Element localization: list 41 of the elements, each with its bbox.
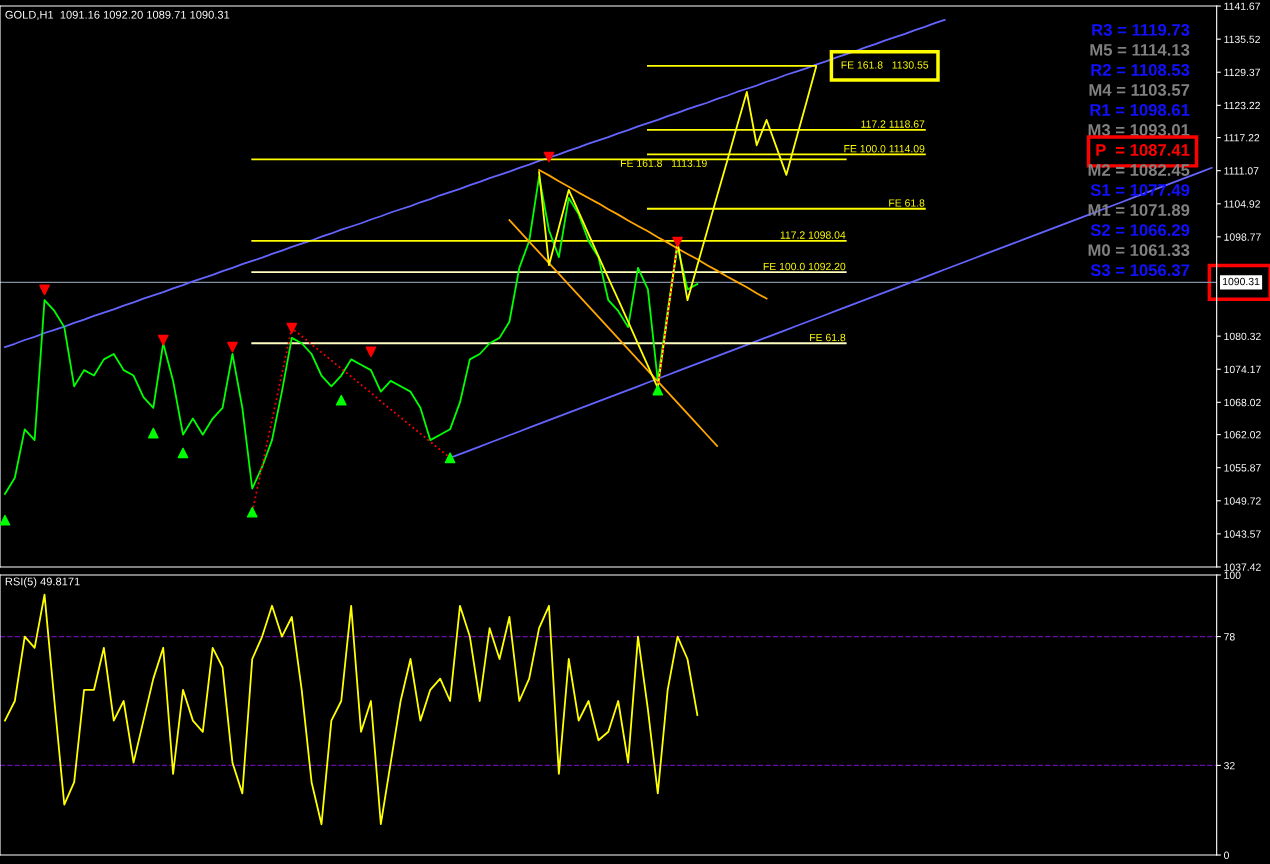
y-tick-label: 1080.32 <box>1224 332 1261 341</box>
annotation: FE 161.8 1113.19 <box>621 159 707 167</box>
annotation: M4 = 1103.57 <box>1089 84 1190 96</box>
annotation: S2 = 1066.29 <box>1090 224 1190 237</box>
annotation: 117.2 1098.04 <box>780 231 846 239</box>
annotation: FE 161.8 1130.55 <box>841 61 929 69</box>
chart-title: RSI(5) 49.8171 <box>5 577 80 588</box>
annotation: M0 = 1061.33 <box>1088 244 1190 257</box>
y-tick-label: 1062.02 <box>1224 431 1261 439</box>
y-tick-label: 1104.92 <box>1224 200 1260 208</box>
y-tick-label: 32 <box>1224 761 1235 770</box>
y-tick-label: 78 <box>1224 633 1235 641</box>
y-tick-label: 1098.77 <box>1224 233 1261 241</box>
annotation: FE 100.0 1092.20 <box>763 262 846 271</box>
y-tick-label: 1049.72 <box>1224 497 1261 505</box>
y-tick-label: 1123.22 <box>1224 101 1260 110</box>
y-tick-label: 100 <box>1224 571 1241 579</box>
annotation: P = 1087.41 <box>1096 144 1190 156</box>
ref-line-label: 1090.31 <box>1223 277 1260 286</box>
y-tick-label: 0 <box>1224 851 1229 859</box>
annotation: R1 = 1098.61 <box>1090 104 1190 116</box>
y-tick-label: 1141.67 <box>1224 2 1260 10</box>
annotation: FE 100.0 1114.09 <box>844 145 925 153</box>
y-tick-label: 1117.22 <box>1224 134 1260 142</box>
annotation: FE 61.8 <box>889 199 925 207</box>
annotation: FE 61.8 <box>810 333 846 342</box>
annotation: R2 = 1108.53 <box>1091 64 1190 76</box>
y-tick-label: 1129.37 <box>1224 68 1260 77</box>
y-tick-label: 1043.57 <box>1224 530 1261 538</box>
annotation: M5 = 1114.13 <box>1090 43 1190 56</box>
y-tick-label: 1055.87 <box>1224 464 1261 472</box>
y-tick-label: 1135.52 <box>1224 35 1260 44</box>
y-tick-label: 1074.17 <box>1224 365 1261 374</box>
y-tick-label: 1037.42 <box>1224 563 1261 571</box>
annotation: R3 = 1119.73 <box>1092 23 1190 36</box>
annotation: M3 = 1093.01 <box>1088 124 1190 136</box>
y-tick-label: 1111.07 <box>1224 167 1259 175</box>
chart-title: GOLD,H1 1091.16 1092.20 1089.71 1090.31 <box>5 10 230 21</box>
annotation: S3 = 1056.37 <box>1090 264 1190 277</box>
annotation: 117.2 1118.67 <box>861 120 925 128</box>
y-tick-label: 1068.02 <box>1224 398 1261 407</box>
